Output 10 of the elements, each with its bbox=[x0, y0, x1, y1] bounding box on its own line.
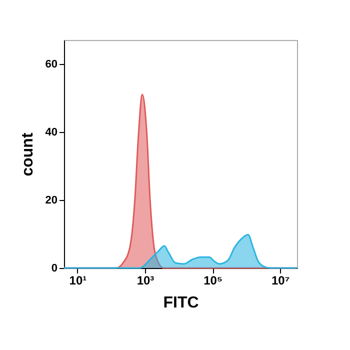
y-axis-title: count bbox=[19, 132, 36, 176]
x-tick-label: 10⁷ bbox=[271, 274, 290, 288]
x-tick-label: 10³ bbox=[136, 274, 154, 288]
y-tick-label: 40 bbox=[45, 126, 58, 138]
y-tick-label: 20 bbox=[45, 194, 58, 206]
x-tick-label: 10⁵ bbox=[204, 274, 223, 288]
x-tick-label: 10¹ bbox=[69, 274, 87, 288]
y-tick-label: 0 bbox=[51, 262, 58, 274]
x-axis-title: FITC bbox=[163, 294, 200, 312]
y-tick-label: 60 bbox=[45, 58, 58, 70]
